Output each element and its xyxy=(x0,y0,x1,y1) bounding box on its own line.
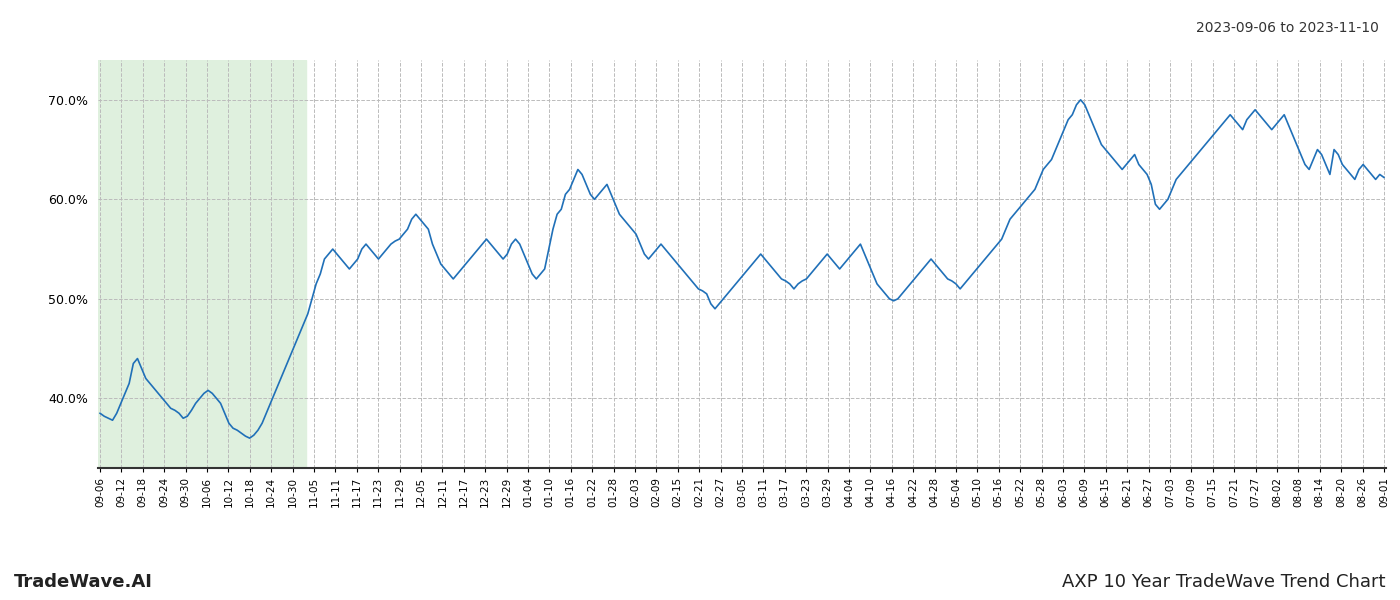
Text: TradeWave.AI: TradeWave.AI xyxy=(14,573,153,591)
Text: 2023-09-06 to 2023-11-10: 2023-09-06 to 2023-11-10 xyxy=(1196,21,1379,35)
Bar xyxy=(98,60,305,468)
Text: AXP 10 Year TradeWave Trend Chart: AXP 10 Year TradeWave Trend Chart xyxy=(1063,573,1386,591)
